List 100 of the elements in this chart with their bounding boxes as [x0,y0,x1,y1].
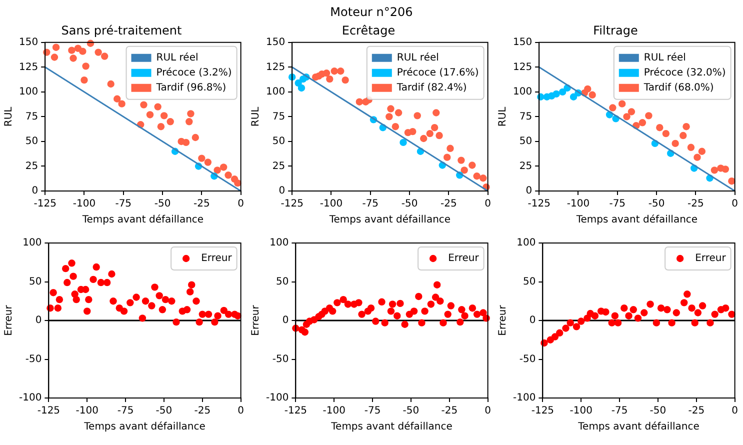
x-tick-label: -75 [364,406,381,417]
point [634,314,642,322]
point [342,76,349,84]
point [694,154,701,161]
y-tick-label: 75 [272,111,286,122]
point [84,308,91,315]
point [410,308,418,315]
x-tick-label: -75 [362,198,379,210]
x-tick-label: -75 [115,198,132,210]
point [694,309,702,316]
point [54,304,62,312]
point [92,263,100,271]
point [367,304,375,312]
point [400,138,407,146]
point [394,109,402,116]
point [50,289,57,296]
point [394,312,401,320]
x-tick-label: -50 [650,406,666,417]
point [72,296,80,304]
point [672,309,680,316]
point [682,123,690,130]
x-tick-label: 0 [484,406,492,417]
point [204,310,212,318]
y-tick-label: 75 [25,111,38,122]
point [94,48,102,56]
point [638,119,646,126]
point [572,323,580,330]
point [618,100,626,108]
y-axis-title: Erreur [498,304,509,336]
y-tick-label: 100 [266,86,286,98]
y-tick-label: 150 [512,36,532,48]
point [656,124,664,132]
y-tick-label: 0 [529,315,536,326]
point [668,319,676,326]
point [427,300,435,308]
y-tick-label: 0 [32,186,38,197]
x-tick-label: -25 [194,198,210,210]
legend-label: Tardif (96.8%) [155,82,226,94]
point [409,128,416,136]
point [558,88,566,96]
y-tick-label: 50 [276,276,289,288]
point [680,132,687,140]
point [224,172,232,179]
point [698,148,706,155]
point [108,270,116,278]
point [355,299,362,306]
point [625,312,632,320]
legend-label: Erreur [448,253,480,264]
point [578,318,585,325]
point [378,298,386,306]
chart-title: Filtrage [593,23,638,38]
x-axis-title: Temps avant défaillance [83,422,206,433]
x-tick-label: -25 [688,198,704,210]
y-axis-title: RUL [250,106,262,127]
y-tick-label: 25 [25,160,38,172]
point [298,84,306,92]
y-tick-label: 100 [516,238,536,249]
y-tick-label: 25 [272,160,286,172]
point [196,318,203,326]
x-tick-label: 0 [484,198,492,210]
point [104,278,111,286]
point [330,68,338,75]
point [172,318,180,326]
y-tick-label: 150 [18,36,38,48]
point [168,298,176,305]
point [458,156,465,164]
point [192,134,200,142]
x-tick-label: -125 [531,406,554,417]
y-tick-label: -50 [519,354,536,365]
x-tick-label: -100 [76,406,98,417]
point [446,144,454,152]
point [392,123,400,130]
point [672,140,679,148]
x-tick-label: -100 [570,406,592,417]
y-tick-label: -100 [266,392,289,404]
point [388,300,396,308]
point [386,113,393,120]
point [728,310,736,318]
point [70,272,77,280]
point [710,166,718,174]
point [646,300,654,308]
legend-label: Précoce (17.6%) [396,67,479,78]
point [157,123,165,130]
text: Moteur n°206 [329,4,414,21]
y-tick-label: 0 [526,186,532,197]
point [62,264,70,272]
point [138,314,146,322]
point [447,302,455,310]
point [198,310,206,318]
point [698,302,706,310]
point [234,312,242,320]
y-tick-label: 0 [282,315,289,326]
x-tick-label: -125 [284,406,308,417]
point [183,306,191,314]
point [126,299,134,306]
point [468,162,476,169]
y-tick-label: 50 [522,276,536,288]
y-tick-label: 25 [519,160,532,172]
point [182,138,190,146]
point [570,93,578,100]
